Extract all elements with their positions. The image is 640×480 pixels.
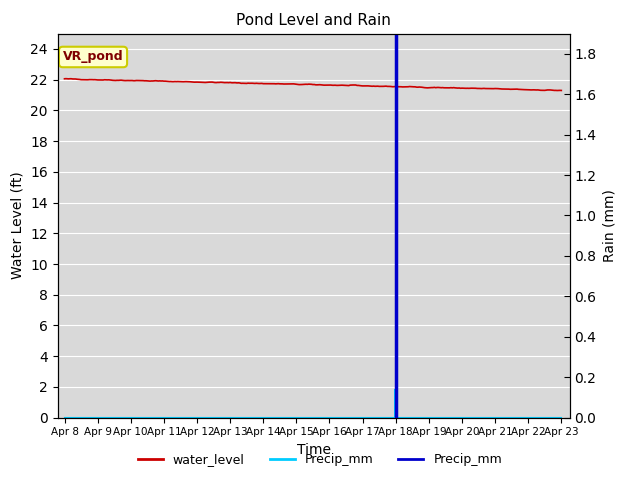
water_level — [62, 76, 70, 82]
Legend: water_level, Precip_mm, Precip_mm: water_level, Precip_mm, Precip_mm — [133, 448, 507, 471]
water_level — [154, 78, 162, 84]
Line: water_level: water_level — [65, 79, 561, 91]
water_level — [76, 77, 84, 83]
water_level — [498, 86, 506, 92]
Text: VR_pond: VR_pond — [63, 50, 124, 63]
water_level — [362, 83, 369, 89]
Title: Pond Level and Rain: Pond Level and Rain — [236, 13, 391, 28]
water_level — [554, 88, 561, 94]
water_level — [345, 83, 353, 88]
Bar — [394, 389, 397, 418]
Y-axis label: Water Level (ft): Water Level (ft) — [11, 172, 24, 279]
water_level — [61, 76, 68, 82]
water_level — [557, 87, 565, 93]
X-axis label: Time: Time — [296, 443, 331, 457]
Y-axis label: Rain (mm): Rain (mm) — [602, 189, 616, 262]
water_level — [372, 84, 380, 89]
